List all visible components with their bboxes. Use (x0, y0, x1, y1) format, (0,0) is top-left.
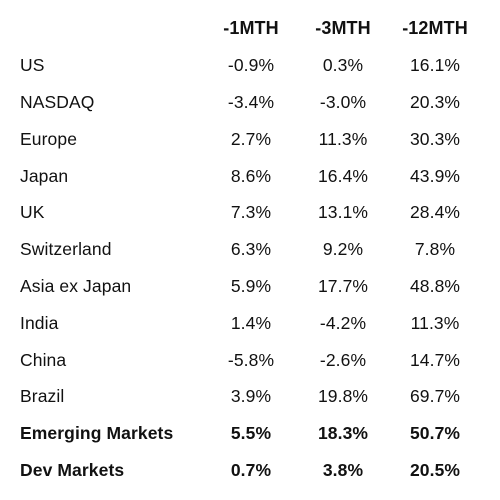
table-row: Emerging Markets 5.5% 18.3% 50.7% (0, 418, 500, 448)
value-12-month: 7.8% (414, 238, 456, 259)
value-3-month: -4.2% (319, 312, 367, 333)
row-label: Asia ex Japan (20, 275, 132, 296)
table-row: Dev Markets 0.7% 3.8% 20.5% (0, 455, 500, 485)
value-1-month: 3.9% (230, 385, 272, 406)
value-1-month: 8.6% (230, 165, 272, 186)
value-3-month: 19.8% (317, 385, 369, 406)
value-3-month: 9.2% (322, 238, 364, 259)
value-1-month: 2.7% (230, 128, 272, 149)
row-label: US (20, 54, 45, 75)
value-3-month: 13.1% (317, 201, 369, 222)
table-row: Brazil 3.9% 19.8% 69.7% (0, 381, 500, 411)
row-label: Switzerland (20, 238, 112, 259)
row-label: Dev Markets (20, 459, 125, 480)
row-label: Europe (20, 128, 78, 149)
row-label: NASDAQ (20, 91, 95, 112)
value-3-month: -2.6% (319, 349, 367, 370)
value-12-month: 20.3% (409, 91, 461, 112)
value-1-month: 5.5% (230, 422, 272, 443)
value-1-month: -5.8% (227, 349, 275, 370)
table-header-row: -1MTH -3MTH -12MTH (0, 13, 500, 43)
column-header-12-month: -12MTH (402, 17, 468, 38)
value-3-month: -3.0% (319, 91, 367, 112)
value-12-month: 28.4% (409, 201, 461, 222)
table-row: US -0.9% 0.3% 16.1% (0, 50, 500, 80)
value-12-month: 43.9% (409, 165, 461, 186)
table-row: NASDAQ -3.4% -3.0% 20.3% (0, 87, 500, 117)
value-3-month: 0.3% (322, 54, 364, 75)
value-1-month: -0.9% (227, 54, 275, 75)
row-label: Emerging Markets (20, 422, 174, 443)
value-3-month: 16.4% (317, 165, 369, 186)
value-12-month: 50.7% (409, 422, 461, 443)
row-label: Brazil (20, 385, 65, 406)
table-row: Asia ex Japan 5.9% 17.7% 48.8% (0, 271, 500, 301)
value-3-month: 17.7% (317, 275, 369, 296)
column-header-1-month: -1MTH (223, 17, 279, 38)
value-12-month: 69.7% (409, 385, 461, 406)
value-1-month: 7.3% (230, 201, 272, 222)
row-label: Japan (20, 165, 69, 186)
value-12-month: 16.1% (409, 54, 461, 75)
row-label: UK (20, 201, 45, 222)
value-1-month: 5.9% (230, 275, 272, 296)
table-row: Switzerland 6.3% 9.2% 7.8% (0, 234, 500, 264)
value-1-month: -3.4% (227, 91, 275, 112)
value-12-month: 30.3% (409, 128, 461, 149)
table-row: India 1.4% -4.2% 11.3% (0, 308, 500, 338)
table-row: Europe 2.7% 11.3% 30.3% (0, 124, 500, 154)
value-12-month: 11.3% (410, 312, 460, 333)
value-12-month: 20.5% (409, 459, 461, 480)
value-1-month: 0.7% (230, 459, 272, 480)
table-row: Japan 8.6% 16.4% 43.9% (0, 161, 500, 191)
table-row: UK 7.3% 13.1% 28.4% (0, 197, 500, 227)
row-label: India (20, 312, 59, 333)
value-12-month: 14.7% (409, 349, 461, 370)
value-1-month: 1.4% (230, 312, 272, 333)
value-12-month: 48.8% (409, 275, 461, 296)
value-1-month: 6.3% (230, 238, 272, 259)
value-3-month: 18.3% (317, 422, 369, 443)
column-header-3-month: -3MTH (315, 17, 371, 38)
value-3-month: 11.3% (318, 128, 368, 149)
row-label: China (20, 349, 67, 370)
value-3-month: 3.8% (322, 459, 364, 480)
table-row: China -5.8% -2.6% 14.7% (0, 345, 500, 375)
